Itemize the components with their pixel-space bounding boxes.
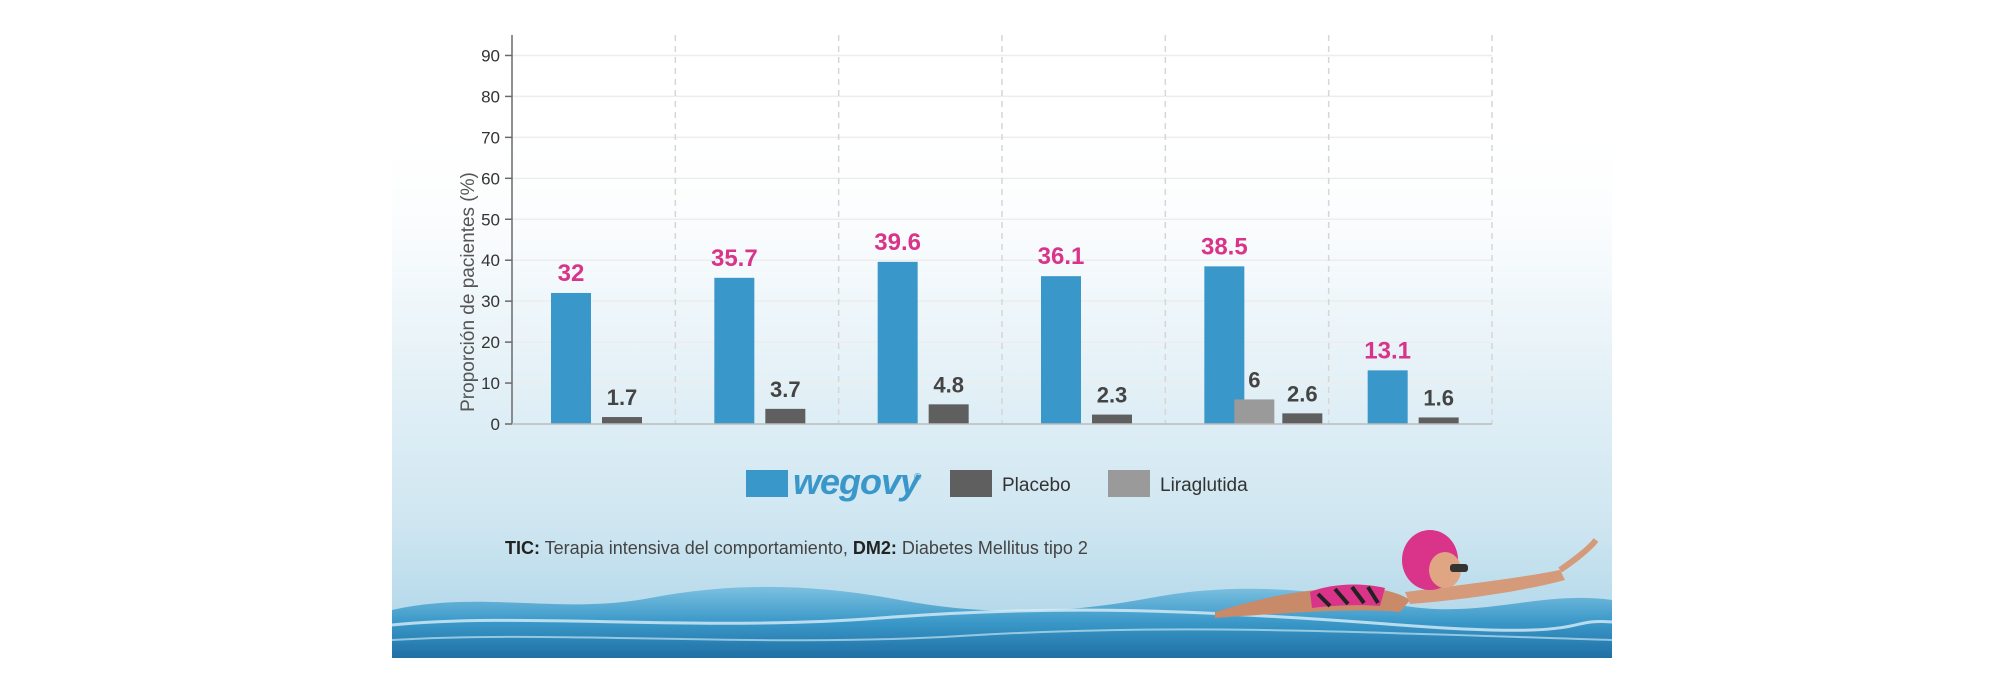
legend-label-liraglutida: Liraglutida [1160, 475, 1248, 496]
y-tick-label: 30 [481, 292, 500, 311]
bar-wegovy [877, 261, 918, 424]
data-label-wegovy: 32 [558, 260, 585, 287]
bar-placebo [765, 408, 806, 424]
footnote-dm2-text: Diabetes Mellitus tipo 2 [896, 538, 1088, 558]
legend-label-placebo: Placebo [1002, 475, 1071, 496]
footnote-dm2-abbr: DM2: [852, 538, 897, 558]
data-label-wegovy: 35.7 [711, 245, 758, 272]
y-axis-label: Proporción de pacientes (%) [458, 172, 479, 412]
bar-placebo [1282, 413, 1323, 424]
bar-placebo [1418, 417, 1459, 424]
data-label-placebo: 1.6 [1423, 385, 1454, 410]
legend-swatch-wegovy [746, 470, 788, 497]
bar-placebo [602, 417, 642, 424]
data-label-placebo: 2.6 [1287, 381, 1318, 406]
y-axis: 0 10 20 30 40 50 60 70 80 90 [481, 35, 1492, 434]
y-tick-label: 90 [481, 46, 500, 65]
swimmer-illustration [1215, 530, 1599, 618]
y-tick-label: 50 [481, 210, 500, 229]
legend-swatch-liraglutida [1108, 470, 1150, 497]
data-label-liraglutida: 6 [1248, 367, 1260, 392]
bar-wegovy [551, 292, 591, 424]
footnote-tic-abbr: TIC: [505, 538, 540, 558]
footnote: TIC: Terapia intensiva del comportamient… [505, 538, 1088, 559]
bar-placebo [1092, 414, 1132, 424]
water-highlight [391, 608, 1613, 632]
legend-trademark-icon: ® [914, 472, 922, 483]
data-label-wegovy: 13.1 [1364, 337, 1411, 364]
data-label-wegovy: 38.5 [1201, 233, 1248, 260]
bar-wegovy [1204, 266, 1245, 424]
plot-area: 32 1.7 35.7 3.7 39.6 4.8 36.1 2.3 38.5 6 2.6 13.1 1.… [481, 35, 1493, 434]
y-tick-label: 10 [481, 374, 500, 393]
data-label-placebo: 3.7 [770, 377, 801, 402]
legend: wegovy ® Placebo Liraglutida [746, 461, 1248, 502]
data-labels: 32 1.7 35.7 3.7 39.6 4.8 36.1 2.3 38.5 6 2.6 13.1 1.… [558, 229, 1454, 411]
data-label-wegovy: 39.6 [874, 229, 921, 256]
bar-wegovy [714, 277, 755, 424]
bars [551, 261, 1459, 424]
data-label-wegovy: 36.1 [1038, 243, 1085, 270]
y-tick-label: 0 [491, 415, 500, 434]
bar-liraglutida [1234, 399, 1275, 424]
grid [512, 35, 1493, 424]
data-label-placebo: 1.7 [607, 385, 638, 410]
data-label-placebo: 4.8 [933, 372, 964, 397]
y-tick-label: 40 [481, 251, 500, 270]
y-tick-label: 20 [481, 333, 500, 352]
data-label-placebo: 2.3 [1097, 383, 1128, 408]
legend-swatch-placebo [950, 470, 992, 497]
legend-label-wegovy: wegovy [793, 461, 922, 502]
footnote-tic-text: Terapia intensiva del comportamiento, [540, 538, 853, 558]
y-tick-label: 60 [481, 169, 500, 188]
bar-wegovy [1041, 276, 1081, 424]
water-highlight-2 [391, 628, 1613, 642]
y-tick-label: 70 [481, 128, 500, 147]
y-tick-label: 80 [481, 87, 500, 106]
bar-wegovy [1367, 370, 1408, 424]
bar-placebo [928, 404, 969, 424]
